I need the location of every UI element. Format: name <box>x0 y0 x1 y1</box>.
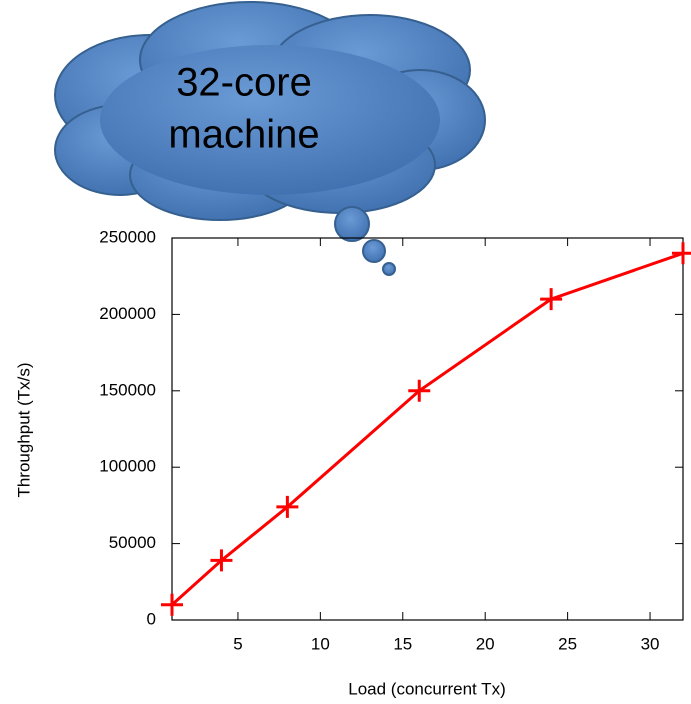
data-line <box>170 251 684 606</box>
y-tick-label: 200000 <box>99 304 156 323</box>
x-tick-label: 30 <box>641 634 660 653</box>
data-point <box>672 242 691 265</box>
thought-cloud <box>54 1 486 276</box>
data-point <box>210 549 233 572</box>
data-point <box>540 288 563 311</box>
plot-frame <box>171 237 684 621</box>
y-tick-label: 0 <box>147 609 156 628</box>
data-point <box>161 593 183 616</box>
y-tick-label: 100000 <box>99 457 156 476</box>
annotation: machine <box>168 113 319 157</box>
x-tick-label: 5 <box>233 634 242 653</box>
x-tick-label: 10 <box>311 634 330 653</box>
x-axis-label: Load (concurrent Tx) <box>348 679 505 698</box>
annotation: 32-core <box>176 61 312 105</box>
x-tick-label: 15 <box>393 634 412 653</box>
x-tick-label: 25 <box>558 634 577 653</box>
y-tick-label: 250000 <box>99 227 156 246</box>
y-axis-label: Throughput (Tx/s) <box>14 362 33 497</box>
data-point <box>276 495 299 518</box>
x-tick-label: 20 <box>476 634 495 653</box>
data-point <box>408 379 431 402</box>
y-tick-label: 150000 <box>99 380 156 399</box>
y-tick-label: 50000 <box>109 533 156 552</box>
